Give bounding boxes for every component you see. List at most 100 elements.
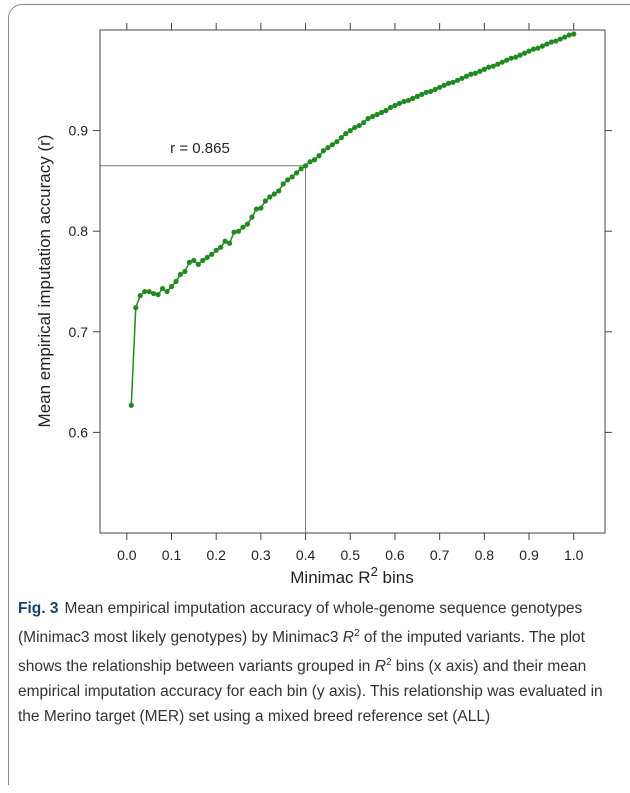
data-line (130, 33, 574, 406)
y-axis-label: Mean empirical imputation accuracy (r) (35, 135, 54, 428)
data-point (472, 70, 478, 76)
data-point (151, 290, 157, 297)
data-point (311, 157, 318, 163)
data-point (378, 109, 385, 116)
data-point (437, 84, 443, 90)
plot-frame (99, 29, 606, 534)
data-point (410, 95, 416, 102)
data-point (128, 402, 134, 408)
data-point (396, 100, 403, 107)
data-point (329, 142, 335, 148)
data-point (294, 170, 300, 176)
x-tick-label: 0.3 (251, 547, 271, 563)
x-tick-label: 0.4 (296, 547, 316, 563)
data-point (383, 107, 389, 114)
data-point (521, 50, 528, 56)
x-label-text: Minimac R (290, 568, 370, 587)
data-point (155, 291, 161, 298)
data-point (553, 38, 559, 44)
data-point (204, 254, 210, 260)
annotation: r = 0.865 (170, 140, 230, 157)
chart: r = 0.865 Mean empirical imputation accu… (35, 23, 612, 587)
data-point (227, 240, 233, 246)
data-point (508, 55, 514, 61)
data-point (271, 191, 277, 197)
data-point (164, 288, 170, 295)
data-point (499, 59, 505, 65)
data-point (450, 79, 456, 85)
data-point (530, 46, 537, 52)
data-point (392, 102, 398, 109)
y-tick-label: 0.7 (69, 324, 89, 340)
data-point (459, 75, 465, 81)
x-tick-label: 0.2 (206, 547, 226, 563)
x-tick-label: 0.5 (341, 547, 361, 563)
data-point (240, 224, 246, 230)
data-point (517, 52, 523, 58)
x-label-after: bins (378, 568, 414, 587)
data-point (544, 41, 550, 47)
data-point (343, 131, 349, 137)
figure-frame (8, 4, 630, 785)
data-point (504, 57, 510, 63)
data-point (526, 48, 532, 54)
caption-sup: 2 (385, 657, 392, 669)
caption-text: bins (x axis) and their mean empirical i… (18, 658, 603, 726)
data-point (468, 71, 474, 77)
caption-symbol: R (374, 658, 386, 676)
y-tick-label: 0.6 (69, 424, 89, 440)
data-point (146, 288, 152, 295)
x-label-sup: 2 (371, 564, 378, 579)
data-point (200, 257, 206, 263)
data-point (231, 229, 237, 235)
y-tick-label: 0.9 (69, 123, 89, 139)
data-point (432, 86, 438, 92)
data-point (548, 39, 554, 45)
data-point (222, 238, 228, 244)
data-point (285, 177, 291, 183)
caption: Fig. 3 Mean empirical imputation accuracy… (18, 596, 618, 729)
data-point (486, 64, 492, 70)
data-point (209, 251, 215, 257)
data-point (276, 188, 282, 194)
data-point (566, 32, 572, 38)
data-point (477, 68, 483, 74)
x-tick-label: 0.8 (475, 547, 495, 563)
data-point (481, 66, 487, 72)
data-point (325, 145, 331, 151)
data-point (320, 148, 327, 154)
caption-text: of the imputed variants. The plot shows … (18, 629, 585, 676)
data-point (244, 221, 251, 227)
data-point (374, 111, 380, 118)
data-point (361, 119, 367, 126)
caption-label: Fig. 3 (18, 600, 59, 617)
data-point (213, 247, 219, 253)
data-point (191, 257, 197, 263)
x-tick-label: 0.6 (385, 547, 405, 563)
data-point (249, 214, 255, 220)
data-point (454, 77, 461, 83)
x-tick-label: 0.0 (117, 547, 137, 563)
data-point (387, 104, 394, 111)
data-point (490, 63, 496, 69)
data-point (539, 43, 546, 49)
data-point (334, 139, 340, 145)
data-point (142, 288, 148, 295)
x-tick-label: 1.0 (564, 547, 584, 563)
data-point (298, 166, 304, 172)
data-point (262, 198, 268, 204)
data-point (316, 153, 322, 159)
data-point (280, 181, 286, 187)
data-point (571, 31, 577, 37)
data-point (159, 285, 166, 292)
data-point (352, 124, 358, 131)
data-point (186, 259, 192, 265)
data-point (414, 93, 420, 99)
data-point (370, 113, 376, 120)
x-tick-label: 0.7 (430, 547, 450, 563)
data-point (557, 36, 563, 42)
data-point (302, 163, 309, 169)
data-point (235, 228, 242, 234)
data-point (423, 89, 429, 95)
